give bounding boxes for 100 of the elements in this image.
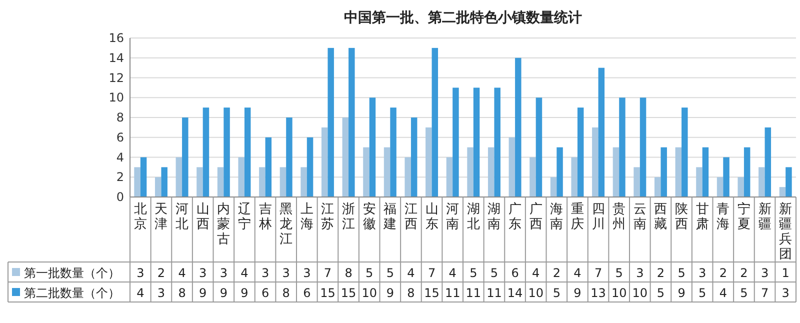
x-tick-label: 吉林 <box>258 202 272 232</box>
bar <box>244 108 251 197</box>
data-label: 9 <box>678 286 686 300</box>
data-label: 5 <box>656 286 665 300</box>
bar <box>556 147 563 197</box>
data-label: 14 <box>507 286 523 300</box>
bar <box>390 108 396 197</box>
data-label: 9 <box>220 286 228 300</box>
x-tick-label: 上海 <box>300 202 314 232</box>
x-tick-label: 青海 <box>716 202 730 232</box>
data-label: 3 <box>261 266 270 280</box>
data-label: 6 <box>303 286 311 300</box>
data-label: 5 <box>698 286 706 300</box>
data-label: 5 <box>552 286 560 300</box>
bar <box>363 147 370 197</box>
data-label: 4 <box>448 266 456 280</box>
bar <box>744 147 750 197</box>
data-label: 3 <box>636 266 644 280</box>
bar <box>202 108 210 197</box>
data-label: 9 <box>386 286 394 300</box>
bar <box>342 118 349 197</box>
bar <box>369 98 376 197</box>
data-label: 4 <box>136 286 144 300</box>
data-label: 11 <box>486 286 502 300</box>
data-label: 5 <box>615 266 623 280</box>
data-label: 10 <box>362 286 377 300</box>
x-tick-label: 黑龙江 <box>280 202 293 247</box>
data-label: 3 <box>220 266 228 280</box>
bar <box>432 48 438 197</box>
data-label: 10 <box>632 286 648 300</box>
bar <box>321 127 328 197</box>
y-tick-label: 12 <box>108 70 124 85</box>
data-label: 8 <box>407 286 415 300</box>
data-label: 8 <box>178 286 186 300</box>
bar <box>660 147 667 197</box>
data-label: 2 <box>552 266 560 280</box>
x-tick-label: 河南 <box>446 202 460 232</box>
bar <box>619 98 626 197</box>
bar <box>452 88 459 197</box>
bar <box>592 127 598 197</box>
bar <box>598 68 605 197</box>
x-tick-label: 安徽 <box>362 201 376 232</box>
bar <box>758 167 765 197</box>
bar <box>348 48 355 197</box>
bar <box>550 177 557 197</box>
x-tick-label: 新疆兵团 <box>779 202 792 262</box>
bar <box>224 108 230 197</box>
data-label: 3 <box>303 266 311 280</box>
data-label: 2 <box>656 266 665 280</box>
x-tick-label: 云南 <box>633 202 646 232</box>
y-tick-label: 16 <box>108 31 124 45</box>
legend-label: 第一批数量（个） <box>24 266 120 280</box>
bar <box>738 177 744 197</box>
x-tick-label: 广西 <box>529 202 542 232</box>
bar <box>426 127 432 197</box>
data-label: 5 <box>678 266 686 280</box>
y-tick-label: 14 <box>108 50 124 65</box>
bar <box>634 167 640 197</box>
bar <box>536 98 542 197</box>
bar <box>530 157 536 197</box>
legend-label: 第二批数量（个） <box>24 286 120 300</box>
x-tick-label: 河北 <box>176 202 189 232</box>
bar <box>300 167 307 197</box>
bar <box>140 157 147 197</box>
bar <box>286 118 292 197</box>
x-tick-label: 贵州 <box>612 202 626 232</box>
y-tick-label: 6 <box>116 130 124 144</box>
bar <box>384 147 390 197</box>
data-label: 5 <box>740 286 748 300</box>
x-tick-label: 内蒙古 <box>217 202 230 247</box>
data-label: 2 <box>740 266 748 280</box>
data-label: 3 <box>136 266 144 280</box>
bar <box>716 177 724 197</box>
data-label: 5 <box>470 266 478 280</box>
bar <box>612 147 620 197</box>
data-label: 4 <box>178 266 186 280</box>
data-label: 5 <box>386 266 394 280</box>
data-label: 7 <box>428 266 436 280</box>
x-tick-label: 天津 <box>154 202 168 232</box>
data-label: 3 <box>157 286 166 300</box>
data-label: 4 <box>719 286 727 300</box>
x-tick-label: 湖北 <box>466 202 480 232</box>
data-label: 4 <box>407 266 415 280</box>
bar <box>702 147 709 197</box>
bar <box>723 157 730 197</box>
data-label: 15 <box>340 286 356 300</box>
y-tick-label: 8 <box>116 110 124 124</box>
data-label: 7 <box>324 266 332 280</box>
bar <box>182 118 188 197</box>
bar <box>328 48 334 197</box>
bar <box>161 167 168 197</box>
bar <box>571 157 578 197</box>
x-tick-label: 福建 <box>382 202 397 232</box>
x-tick-label: 山西 <box>196 202 210 232</box>
data-label: 3 <box>199 266 207 280</box>
data-label: 2 <box>719 266 727 280</box>
bar <box>640 98 646 197</box>
bar <box>675 147 682 197</box>
bar <box>217 167 224 197</box>
bar <box>306 137 314 197</box>
